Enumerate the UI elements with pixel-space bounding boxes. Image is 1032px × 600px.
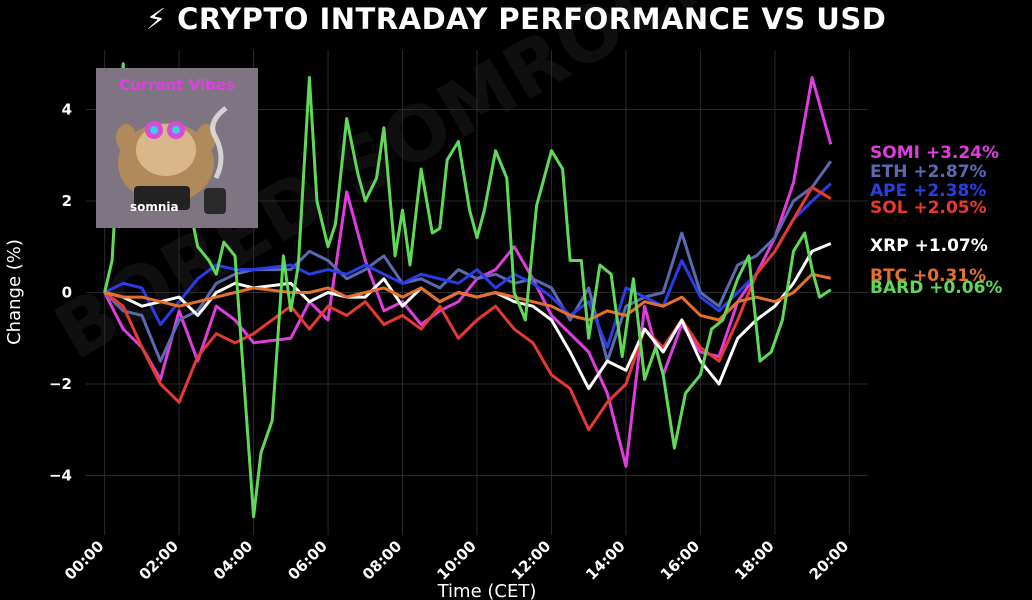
end-label-bard: BARD +0.06% — [870, 278, 1002, 298]
end-label-xrp: XRP +1.07% — [870, 236, 988, 256]
x-tick-label: 08:00 — [359, 537, 405, 583]
x-tick-label: 16:00 — [657, 537, 703, 583]
x-tick-label: 00:00 — [61, 537, 107, 583]
x-tick-label: 20:00 — [806, 537, 852, 583]
series-lines — [103, 62, 833, 519]
inset-caption: Current Vibes — [118, 76, 236, 94]
series-line-sol — [103, 185, 832, 432]
meme-image-inset: Current Vibes somnia — [96, 68, 258, 228]
end-labels: SOMI +3.24%ETH +2.87%APE +2.38%SOL +2.05… — [870, 143, 1002, 298]
series-line-ape — [103, 182, 832, 349]
y-tick-label: −2 — [49, 375, 72, 393]
series-line-eth — [103, 160, 833, 363]
x-tick-label: 02:00 — [135, 537, 181, 583]
inset-logo-text: somnia — [130, 200, 179, 214]
end-label-btc: BTC +0.31% — [870, 266, 986, 286]
ape-illustration — [116, 106, 228, 214]
series-line-btc — [104, 272, 832, 322]
y-tick-label: 4 — [62, 100, 72, 118]
end-label-ape: APE +2.38% — [870, 181, 986, 201]
x-tick-label: 12:00 — [508, 537, 554, 583]
y-tick-label: −4 — [49, 467, 72, 485]
chart-title: ⚡ CRYPTO INTRADAY PERFORMANCE VS USD — [145, 2, 887, 36]
y-axis-label: Change (%) — [4, 239, 25, 345]
end-label-sol: SOL +2.05% — [870, 198, 987, 218]
x-tick-label: 18:00 — [731, 537, 777, 583]
x-tick-label: 14:00 — [582, 537, 628, 583]
x-tick-label: 06:00 — [284, 537, 330, 583]
end-label-somi: SOMI +3.24% — [870, 143, 999, 163]
y-tick-label: 2 — [62, 192, 72, 210]
x-axis-label: Time (CET) — [437, 581, 537, 600]
end-label-eth: ETH +2.87% — [870, 162, 987, 182]
y-tick-label: 0 — [62, 284, 72, 302]
series-line-bard — [103, 62, 832, 519]
x-tick-label: 10:00 — [433, 537, 479, 583]
x-tick-label: 04:00 — [210, 537, 256, 583]
